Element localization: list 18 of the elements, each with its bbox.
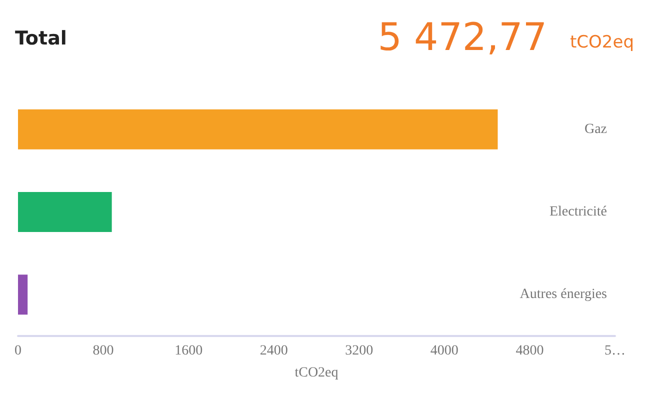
chart-title: Total [15,28,67,50]
y-tick-label: Autres énergies [520,287,607,302]
x-tick-label: 1600 [174,344,203,358]
x-tick-label: 4000 [430,344,458,358]
y-tick-label: Gaz [584,122,607,137]
x-axis-title: tCO2eq [294,366,338,380]
x-tick-label: 2400 [260,344,288,358]
x-tick-label: 4800 [516,344,544,358]
x-tick-label: 0 [14,344,22,358]
y-tick-label: Electricité [549,204,607,220]
text: tCO2eq [570,32,634,52]
bar [18,192,112,232]
text: 5 472,77 [378,15,547,59]
x-tick-label: 800 [92,344,114,358]
x-tick-label: 3200 [345,344,374,358]
bar [18,109,498,150]
x-tick-label: 5… [604,344,626,358]
bar [18,274,28,315]
